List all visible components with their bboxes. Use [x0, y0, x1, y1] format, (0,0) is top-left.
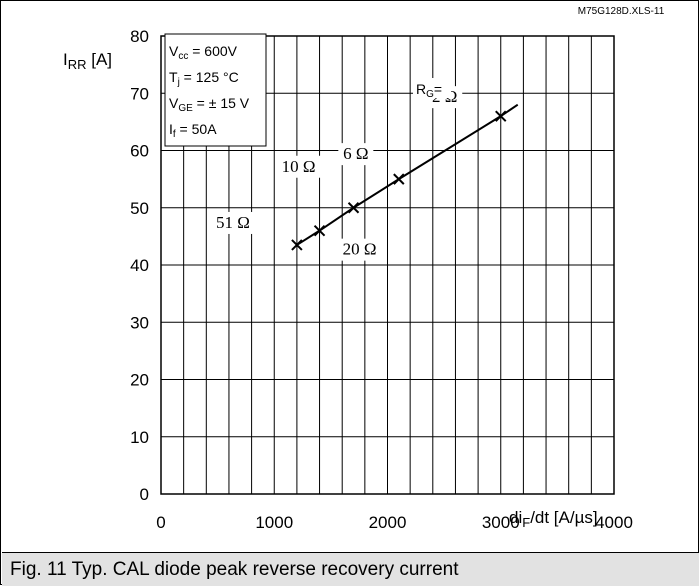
y-tick-label: 50 [130, 199, 149, 218]
point-label-bg [337, 238, 382, 261]
point-label-bg [276, 155, 321, 178]
x-tick-label: 3000 [482, 513, 520, 532]
y-tick-label: 60 [130, 142, 149, 161]
condition-tj: Tj = 125 °C [169, 69, 239, 88]
rg-label: RG= [413, 78, 451, 100]
condition-vge: VGE = ± 15 V [169, 95, 250, 114]
data-point-marker [291, 239, 303, 251]
x-axis-label: diF/dt [A/µs] [509, 508, 598, 530]
y-tick-label: 10 [130, 428, 149, 447]
data-point-marker [313, 224, 326, 237]
axes [160, 35, 615, 495]
x-tick-label: 4000 [595, 513, 633, 532]
condition-if: If = 50A [169, 121, 217, 140]
caption-bar: Fig. 11 Typ. CAL diode peak reverse reco… [2, 552, 699, 586]
data-point-marker [393, 173, 405, 185]
point-label-bg [210, 211, 255, 234]
chart: 0 1000 2000 3000 4000 0 10 20 30 40 50 60 70 80 51 Ω 2… [63, 6, 665, 532]
conditions-box: Vcc = 600V Tj = 125 °C VGE = ± 15 V If =… [164, 33, 267, 147]
y-tick-label: 20 [130, 371, 149, 390]
reference-code: M75G128D.XLS-11 [578, 6, 665, 17]
y-tick-label: 40 [130, 256, 149, 275]
point-label: 6 Ω [343, 144, 368, 163]
point-labels: 51 Ω20 Ω10 Ω6 Ω2 Ω [210, 86, 463, 261]
tick-labels: 0 1000 2000 3000 4000 0 10 20 30 40 50 60 70 80 [130, 27, 633, 532]
x-tick-label: 1000 [255, 513, 293, 532]
series-line [296, 103, 519, 246]
y-tick-label: 0 [140, 485, 149, 504]
condition-vcc: Vcc = 600V [169, 43, 238, 62]
x-tick-label: 2000 [369, 513, 407, 532]
y-tick-label: 30 [130, 313, 149, 332]
grid [160, 35, 615, 495]
y-axis-label: IRR [A] [63, 50, 112, 72]
data-point-marker [347, 202, 360, 214]
series [291, 103, 519, 251]
figure-caption: Fig. 11 Typ. CAL diode peak reverse reco… [10, 559, 459, 580]
point-label-bg [338, 143, 374, 166]
data-point-marker [495, 110, 507, 122]
point-label: 20 Ω [343, 240, 377, 259]
plot-border [160, 35, 615, 495]
x-tick-label: 0 [156, 513, 165, 532]
y-tick-label: 80 [130, 27, 149, 46]
svg-text:RG=: RG= [416, 81, 442, 100]
point-label: 10 Ω [282, 157, 316, 176]
y-tick-label: 70 [130, 84, 149, 103]
point-label: 51 Ω [216, 213, 250, 232]
